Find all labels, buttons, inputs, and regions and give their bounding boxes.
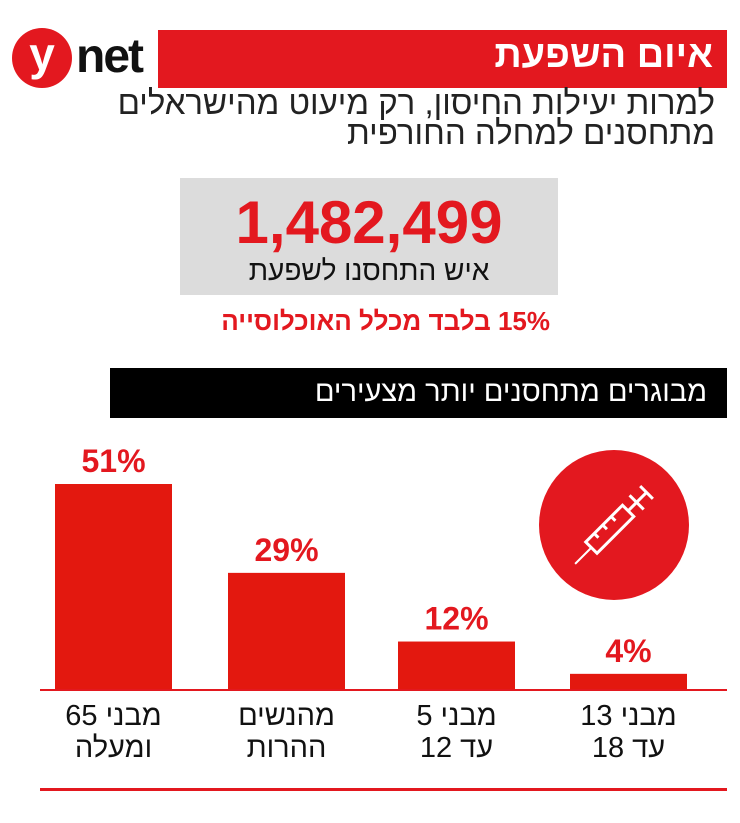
data-label: 29%: [254, 532, 318, 568]
category-label: מבני 13 עד 18: [549, 700, 709, 764]
category-label: מבני 65 ומעלה: [34, 700, 194, 764]
category-label-line: עד 18: [591, 732, 666, 764]
category-label-line: מהנשים: [238, 700, 335, 732]
category-label: מהנשים ההרות: [207, 700, 367, 764]
category-label-line: מבני 13: [580, 700, 677, 732]
subtitle: למרות יעילות החיסון, רק מיעוט מהישראלים …: [35, 84, 715, 151]
bar: [228, 572, 345, 690]
data-label: 51%: [81, 443, 145, 479]
bar-chart: 51% 29% 12% 4%: [40, 443, 727, 691]
logo-net: net: [76, 30, 144, 83]
bottom-rule: [40, 788, 727, 791]
population-share: 15% בלבד מכלל האוכלוסייה: [221, 306, 550, 336]
page-title: איום השפעת: [494, 34, 713, 76]
category-label-line: ומעלה: [74, 732, 153, 764]
section-bar: מבוגרים מתחסנים יותר מצעירים: [110, 368, 727, 418]
bar: [570, 673, 687, 690]
ynet-logo: y net: [12, 28, 144, 88]
vaccinated-count: 1,482,499: [235, 189, 503, 256]
title-bar: איום השפעת: [158, 30, 727, 88]
section-title: מבוגרים מתחסנים יותר מצעירים: [314, 376, 707, 408]
data-label: 4%: [605, 633, 651, 669]
syringe-icon: [539, 450, 689, 600]
subtitle-line: מתחסנים למחלה החורפית: [347, 114, 715, 151]
category-label-line: עד 12: [419, 732, 494, 764]
category-label-line: מבני 65: [65, 700, 162, 732]
subtitle-line: למרות יעילות החיסון, רק מיעוט מהישראלים: [117, 84, 715, 121]
category-label-line: ההרות: [246, 732, 327, 764]
category-label-line: מבני 5: [416, 700, 497, 732]
vaccinated-caption: איש התחסנו לשפעת: [248, 255, 490, 286]
bar: [398, 641, 515, 690]
bar: [55, 484, 172, 690]
data-label: 12%: [424, 601, 488, 637]
stat-box: 1,482,499 איש התחסנו לשפעת: [180, 178, 558, 295]
logo-y: y: [12, 28, 72, 88]
category-label: מבני 5 עד 12: [377, 700, 537, 764]
